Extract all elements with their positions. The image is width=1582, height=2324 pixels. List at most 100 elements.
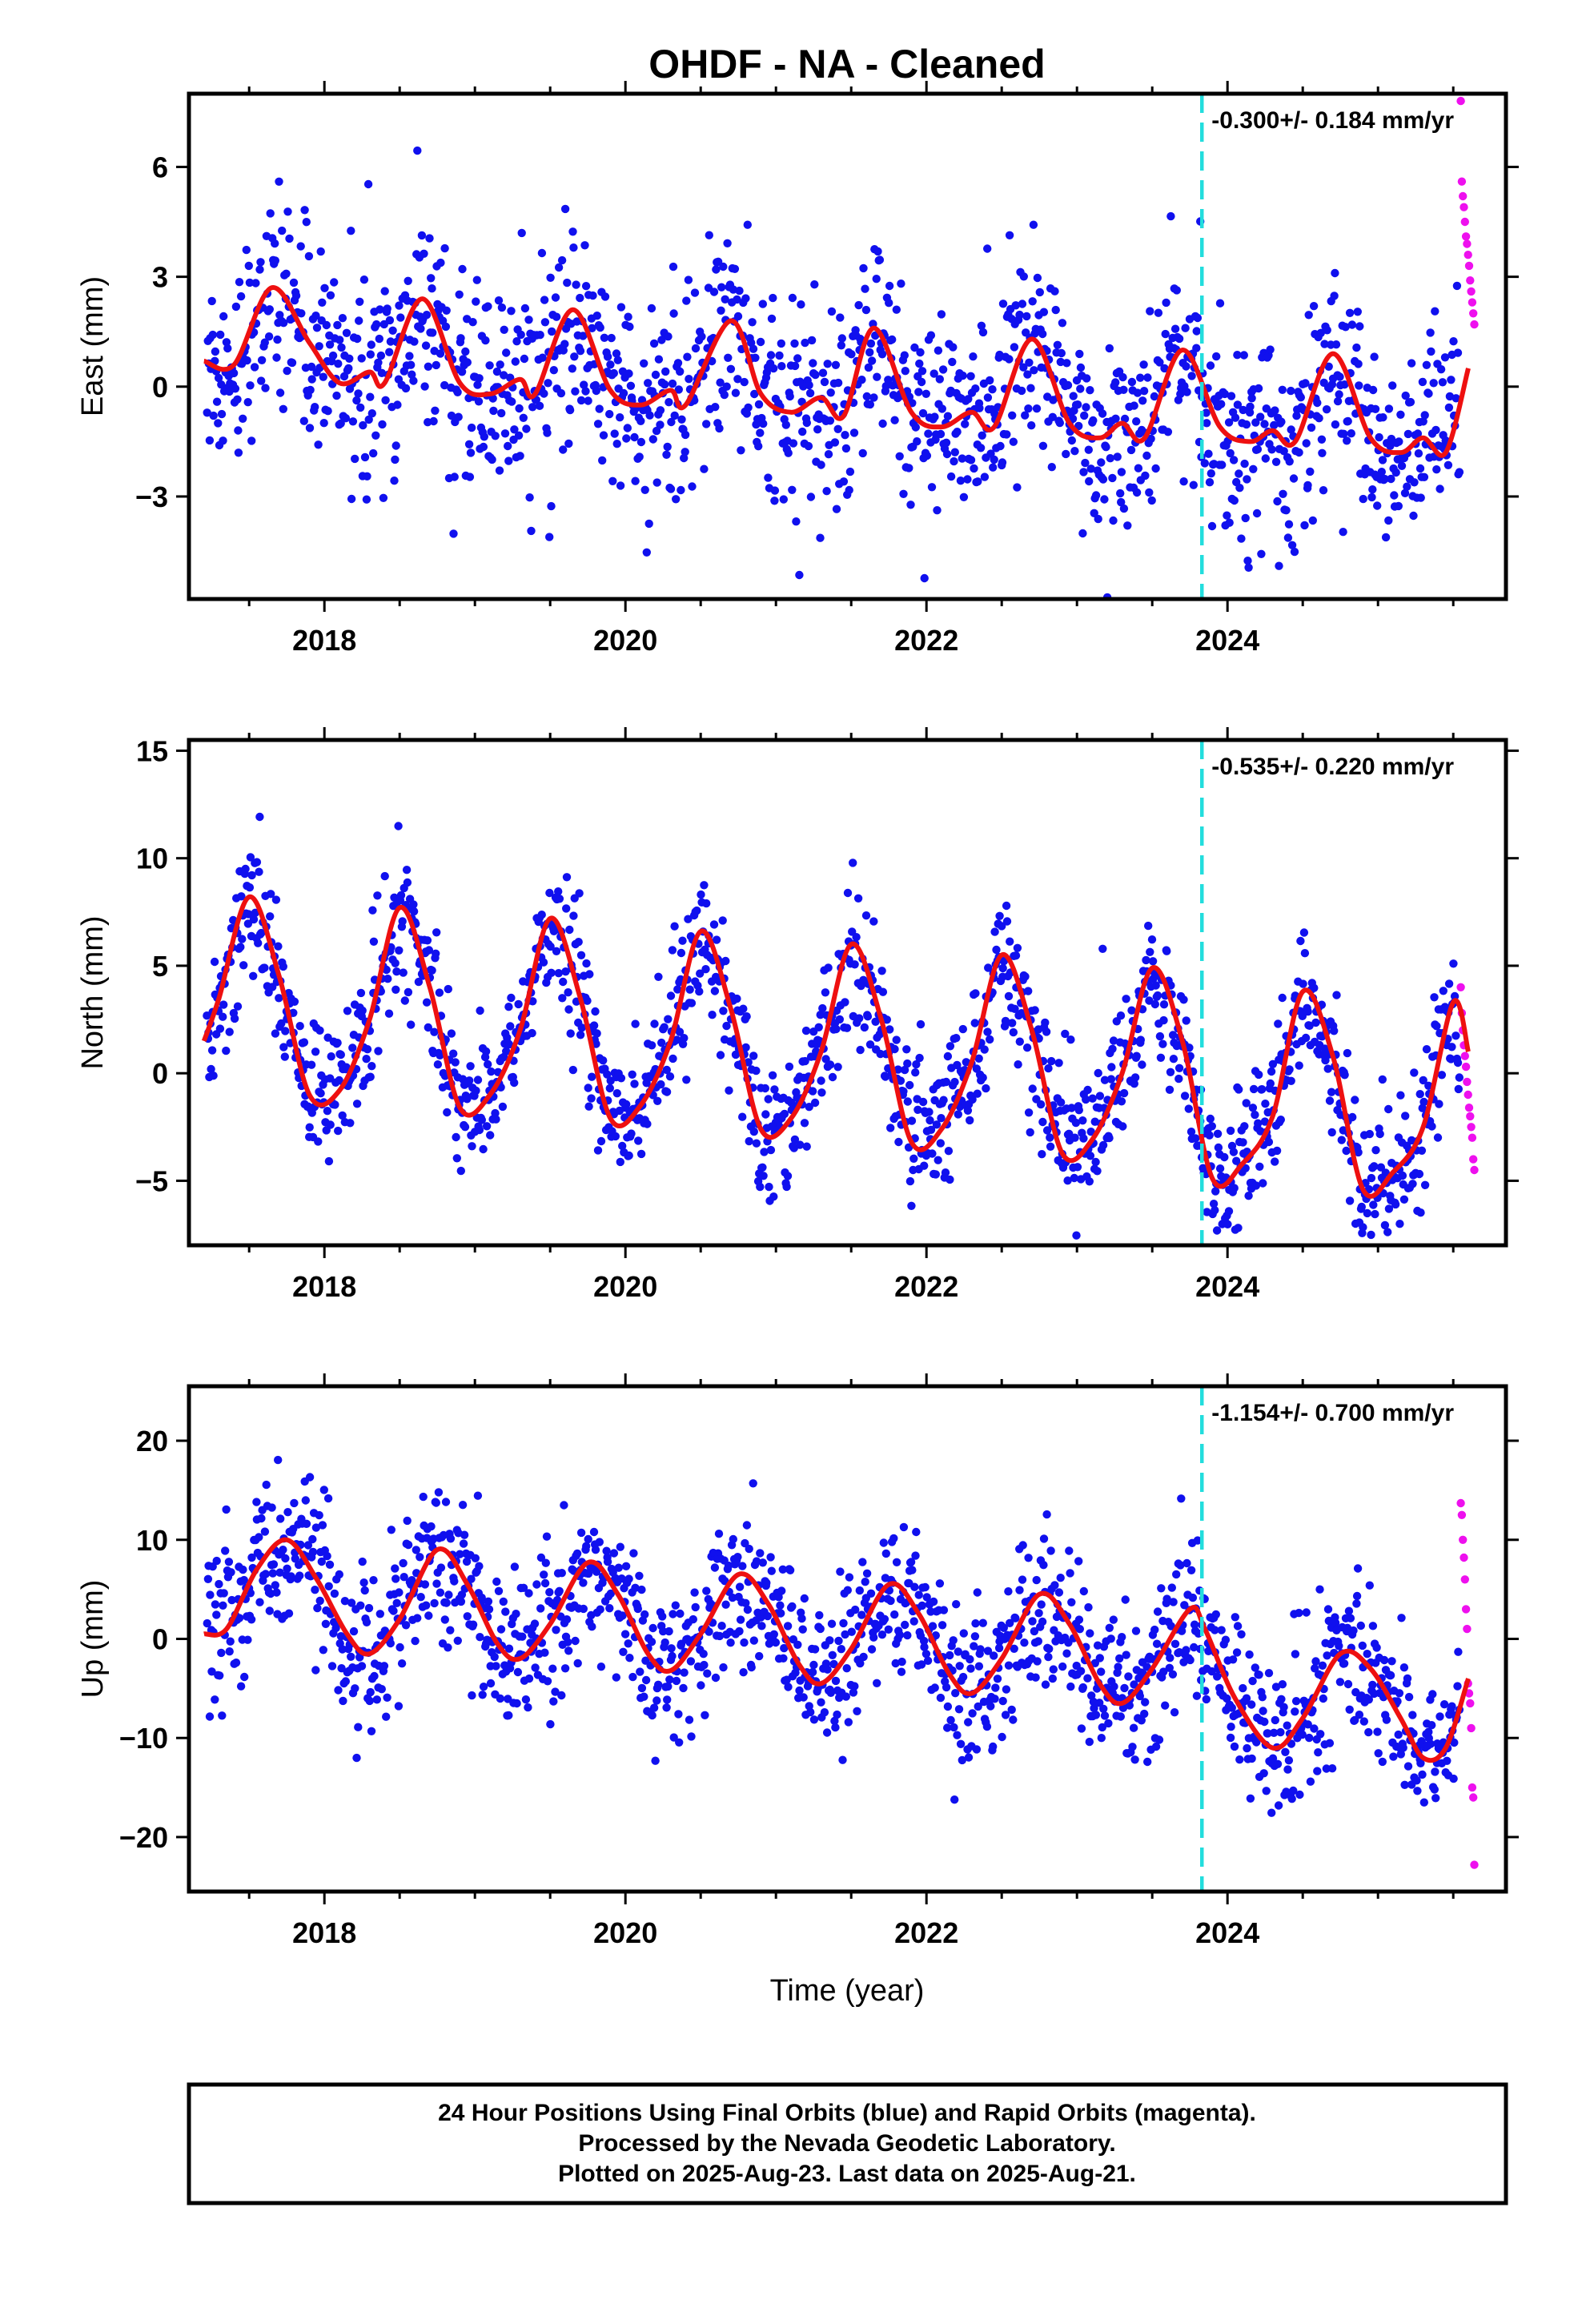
final-orbit-point (576, 1031, 585, 1039)
final-orbit-point (849, 428, 859, 437)
rapid-orbit-point (1456, 1498, 1465, 1508)
final-orbit-point (276, 1514, 285, 1523)
final-orbit-point (1287, 386, 1295, 396)
final-orbit-point (1355, 1711, 1364, 1719)
final-orbit-point (209, 411, 218, 420)
final-orbit-point (453, 388, 462, 396)
final-orbit-point (1063, 380, 1073, 390)
final-orbit-point (501, 1607, 510, 1616)
final-orbit-point (592, 386, 600, 396)
final-orbit-point (564, 439, 573, 448)
final-orbit-point (750, 389, 759, 399)
final-orbit-point (1254, 384, 1263, 393)
final-orbit-point (279, 1546, 287, 1554)
north-rate-label: -0.535+/- 0.220 mm/yr (1211, 754, 1454, 780)
final-orbit-point (554, 969, 563, 978)
final-orbit-point (1267, 1067, 1276, 1076)
final-orbit-point (224, 1558, 234, 1566)
final-orbit-point (545, 888, 554, 898)
final-orbit-point (826, 1688, 836, 1697)
final-orbit-point (1031, 1673, 1040, 1682)
final-orbit-point (680, 1034, 689, 1043)
final-orbit-point (1430, 993, 1439, 1002)
final-orbit-point (1231, 1613, 1240, 1622)
final-orbit-point (1235, 1085, 1243, 1094)
final-orbit-point (226, 1637, 235, 1646)
final-orbit-point (1077, 1724, 1086, 1733)
final-orbit-point (1217, 1626, 1226, 1634)
final-orbit-point (568, 364, 576, 373)
final-orbit-point (271, 895, 281, 904)
up-rate-label: -1.154+/- 0.700 mm/yr (1211, 1400, 1454, 1426)
final-orbit-point (484, 1605, 494, 1614)
final-orbit-point (444, 984, 452, 994)
final-orbit-point (628, 1672, 637, 1682)
final-orbit-point (1105, 1133, 1114, 1143)
rapid-orbit-point (1457, 1510, 1467, 1520)
final-orbit-point (208, 330, 217, 340)
final-orbit-point (307, 375, 316, 384)
final-orbit-point (1104, 1719, 1113, 1728)
final-orbit-point (633, 1604, 642, 1614)
final-orbit-point (1152, 1639, 1162, 1648)
final-orbit-point (1419, 1076, 1427, 1085)
final-orbit-point (584, 1534, 592, 1544)
final-orbit-point (218, 1711, 227, 1720)
final-orbit-point (314, 440, 323, 449)
final-orbit-point (936, 1139, 946, 1148)
final-orbit-point (1019, 272, 1029, 281)
final-orbit-point (315, 1026, 324, 1035)
final-orbit-point (545, 1588, 554, 1597)
final-orbit-point (687, 1732, 696, 1741)
final-orbit-point (1452, 1031, 1460, 1040)
final-orbit-point (954, 1110, 963, 1119)
final-orbit-point (1176, 1561, 1185, 1570)
final-orbit-point (1368, 385, 1378, 395)
final-orbit-point (1038, 1117, 1047, 1127)
final-orbit-point (1233, 351, 1242, 360)
final-orbit-point (705, 231, 713, 239)
final-orbit-point (1090, 509, 1098, 517)
final-orbit-point (408, 370, 416, 379)
final-orbit-point (540, 1570, 548, 1579)
final-orbit-point (1046, 1142, 1055, 1152)
final-orbit-point (547, 968, 556, 978)
final-orbit-point (651, 370, 661, 380)
final-orbit-point (614, 1563, 623, 1572)
final-orbit-point (341, 414, 351, 423)
final-orbit-point (1231, 413, 1240, 422)
final-orbit-point (1367, 1230, 1375, 1240)
final-orbit-point (1289, 474, 1299, 483)
final-orbit-point (1391, 468, 1400, 477)
final-orbit-point (1111, 378, 1120, 387)
final-orbit-point (768, 1071, 777, 1080)
final-orbit-point (241, 864, 250, 874)
final-orbit-point (820, 377, 829, 387)
final-orbit-point (1013, 483, 1022, 492)
final-orbit-point (792, 517, 801, 526)
final-orbit-point (1452, 281, 1462, 291)
final-orbit-point (1181, 324, 1190, 332)
final-orbit-point (397, 1659, 407, 1668)
final-orbit-point (581, 387, 590, 396)
final-orbit-point (1343, 436, 1351, 445)
final-orbit-point (554, 263, 564, 272)
final-orbit-point (359, 1578, 368, 1587)
final-orbit-point (1207, 1667, 1216, 1676)
final-orbit-point (1258, 1693, 1267, 1702)
final-orbit-point (383, 304, 391, 313)
final-orbit-point (817, 1088, 826, 1097)
final-orbit-point (890, 1610, 899, 1619)
final-orbit-point (1323, 326, 1331, 335)
final-orbit-point (1233, 1622, 1243, 1630)
final-orbit-point (1313, 398, 1322, 408)
final-orbit-point (211, 1600, 220, 1609)
x-tick-label: 2018 (292, 624, 356, 657)
final-orbit-point (856, 1045, 865, 1055)
final-orbit-point (964, 1718, 973, 1727)
final-orbit-point (260, 963, 269, 972)
final-orbit-point (1345, 1705, 1354, 1714)
final-orbit-point (1151, 464, 1160, 473)
final-orbit-point (1316, 1730, 1325, 1739)
